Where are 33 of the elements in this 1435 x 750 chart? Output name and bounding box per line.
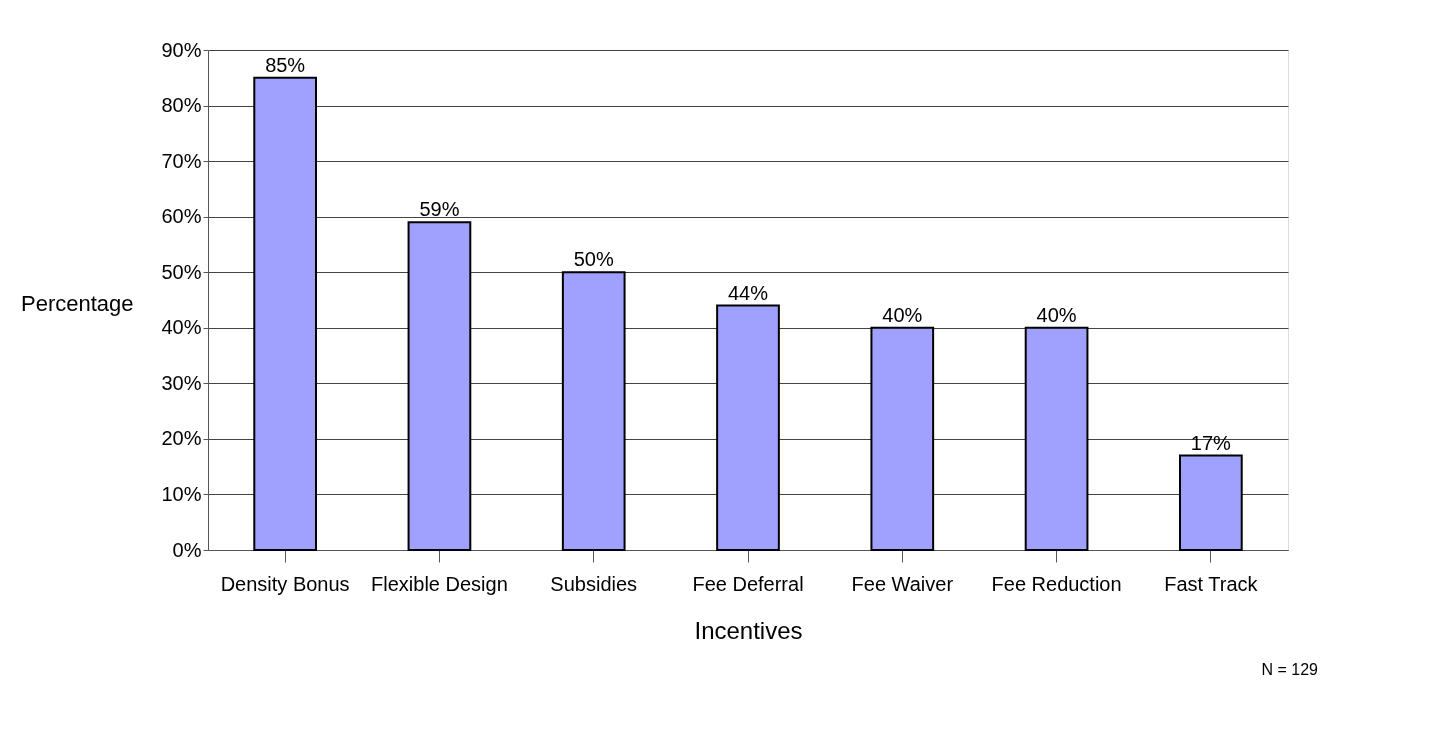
x-tick-label: Subsidies — [550, 572, 638, 595]
x-tick-label: Density Bonus — [220, 572, 350, 595]
y-tick-label: 20% — [161, 427, 202, 450]
y-tick-label: 40% — [161, 316, 202, 339]
x-tick-label: Fee Reduction — [991, 572, 1122, 595]
bar — [561, 271, 626, 551]
y-tick-label: 50% — [161, 260, 202, 283]
bar — [716, 304, 780, 551]
bar — [1179, 454, 1243, 551]
y-tick-label: 60% — [161, 205, 202, 228]
bar — [870, 326, 935, 551]
y-tick-label: 90% — [161, 38, 202, 61]
x-tick-label: Fee Deferral — [692, 572, 804, 595]
y-tick-label: 0% — [172, 538, 202, 561]
bar — [407, 221, 472, 551]
bar — [1024, 326, 1089, 551]
y-tick-label: 70% — [161, 149, 202, 172]
x-tick-label: Fee Waiver — [851, 572, 954, 595]
data-label: 59% — [419, 198, 460, 221]
y-tick-label: 10% — [161, 482, 202, 505]
bar — [253, 76, 317, 551]
data-label: 40% — [1036, 303, 1077, 326]
x-tick-label: Flexible Design — [371, 572, 508, 595]
data-label: 85% — [265, 53, 306, 76]
data-label: 50% — [573, 248, 614, 271]
text: N = 129 — [1261, 661, 1319, 678]
data-label: 44% — [727, 281, 769, 304]
y-axis-title: Percentage — [20, 290, 134, 316]
x-tick-label: Fast Track — [1164, 572, 1259, 595]
y-tick-label: 30% — [161, 371, 202, 394]
data-label: 40% — [882, 303, 923, 326]
y-tick-label: 80% — [161, 94, 202, 117]
x-axis-title: Incentives — [694, 616, 803, 644]
